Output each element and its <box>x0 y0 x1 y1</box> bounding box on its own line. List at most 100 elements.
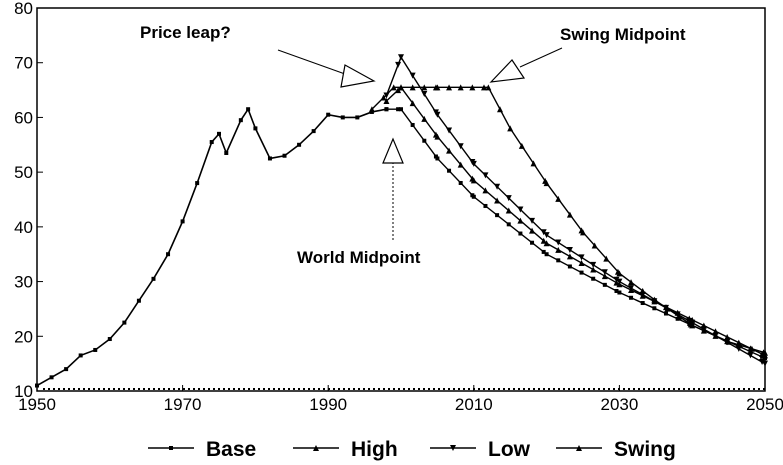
baseline-dot <box>553 388 555 390</box>
baseline-dot <box>333 388 335 390</box>
baseline-dot <box>513 388 515 390</box>
baseline-dot <box>183 388 185 390</box>
baseline-dot <box>723 388 725 390</box>
series-base-line <box>386 108 766 359</box>
baseline-dot <box>708 388 710 390</box>
series-high-point <box>383 98 390 105</box>
baseline-dot <box>373 388 375 390</box>
series-swing-point <box>543 180 550 187</box>
baseline-dot <box>668 388 670 390</box>
series-high-point <box>421 115 428 122</box>
baseline-dot <box>128 388 130 390</box>
legend-marker-low <box>450 445 456 451</box>
historical-point <box>224 150 229 155</box>
series-swing-point <box>689 322 696 329</box>
baseline-dot <box>483 388 485 390</box>
baseline-dot <box>713 388 715 390</box>
arrow-price-leap-head <box>340 64 376 88</box>
series-swing-point <box>762 349 768 356</box>
historical-point <box>340 115 345 120</box>
baseline-dot <box>368 388 370 390</box>
series-low-point <box>555 239 562 246</box>
baseline-dot <box>598 388 600 390</box>
series-high-point <box>482 187 489 194</box>
legend-item-low: Low <box>430 438 531 461</box>
series-swing-point <box>639 287 646 294</box>
historical-point <box>311 129 316 134</box>
series-base-point <box>602 282 607 287</box>
y-axis: 10 20 30 40 50 60 70 80 <box>14 0 43 401</box>
series-low-point <box>674 311 681 318</box>
series-low-point <box>616 278 623 285</box>
series-low-point <box>747 352 754 359</box>
series-base-point <box>483 203 488 208</box>
series-base-point <box>495 213 500 218</box>
y-tick-label: 70 <box>14 54 33 73</box>
historical-point <box>78 353 83 358</box>
series-swing <box>368 84 768 356</box>
baseline-dot <box>288 388 290 390</box>
baseline-dot <box>133 388 135 390</box>
series-swing-point <box>457 84 464 91</box>
series-base-point <box>435 156 440 161</box>
baseline-dot <box>558 388 560 390</box>
series-swing-point <box>676 313 683 320</box>
historical-point <box>35 383 39 388</box>
y-tick-label: 30 <box>14 273 33 292</box>
series-high-point <box>540 237 547 244</box>
y-tick-label: 80 <box>14 0 33 18</box>
series-swing-point <box>628 279 635 286</box>
historical-point <box>209 140 214 145</box>
historical-point <box>166 252 171 257</box>
series-high-point <box>566 253 573 260</box>
series-low-point <box>398 54 404 61</box>
baseline-dots <box>43 388 765 390</box>
baseline-dot <box>148 388 150 390</box>
series-base-point <box>617 290 622 295</box>
series-swing-point <box>712 332 719 339</box>
series-low-point <box>613 276 620 283</box>
series-low-point <box>395 61 402 68</box>
baseline-dot <box>318 388 320 390</box>
baseline-dot <box>293 388 295 390</box>
series-swing-point <box>409 84 416 91</box>
legend-item-high: High <box>293 438 398 461</box>
series-swing-point <box>652 297 659 304</box>
historical-point <box>238 118 243 123</box>
baseline-dot <box>123 388 125 390</box>
baseline-dot <box>488 388 490 390</box>
baseline-dot <box>403 388 405 390</box>
baseline-dot <box>163 388 165 390</box>
legend-marker-base <box>169 446 173 450</box>
series-low-point <box>578 254 585 261</box>
series-swing-point <box>555 195 562 202</box>
x-tick-label: 2050 <box>746 395 783 414</box>
series-swing-point <box>446 84 453 91</box>
baseline-dot <box>453 388 455 390</box>
baseline-dot <box>348 388 350 390</box>
baseline-dot <box>638 388 640 390</box>
baseline-dot <box>213 388 215 390</box>
series-base-point <box>506 222 511 227</box>
series-swing-point <box>469 84 476 91</box>
baseline-dot <box>628 388 630 390</box>
baseline-dot <box>153 388 155 390</box>
baseline-dot <box>643 388 645 390</box>
baseline-dot <box>88 388 90 390</box>
baseline-dot <box>363 388 365 390</box>
baseline-dot <box>108 388 110 390</box>
series-base-point <box>422 138 427 143</box>
series-swing-point <box>748 345 755 352</box>
baseline-dot <box>408 388 410 390</box>
arrow-swing-midpoint-shaft <box>519 47 563 68</box>
series-high-point <box>409 100 416 107</box>
series-swing-point <box>390 84 397 91</box>
baseline-dot <box>733 388 735 390</box>
series-base-point <box>447 168 452 173</box>
baseline-dot <box>548 388 550 390</box>
y-tick-label: 20 <box>14 327 33 346</box>
series-low-point <box>543 232 550 239</box>
baseline-dot <box>683 388 685 390</box>
legend-marker-swing <box>576 445 582 451</box>
